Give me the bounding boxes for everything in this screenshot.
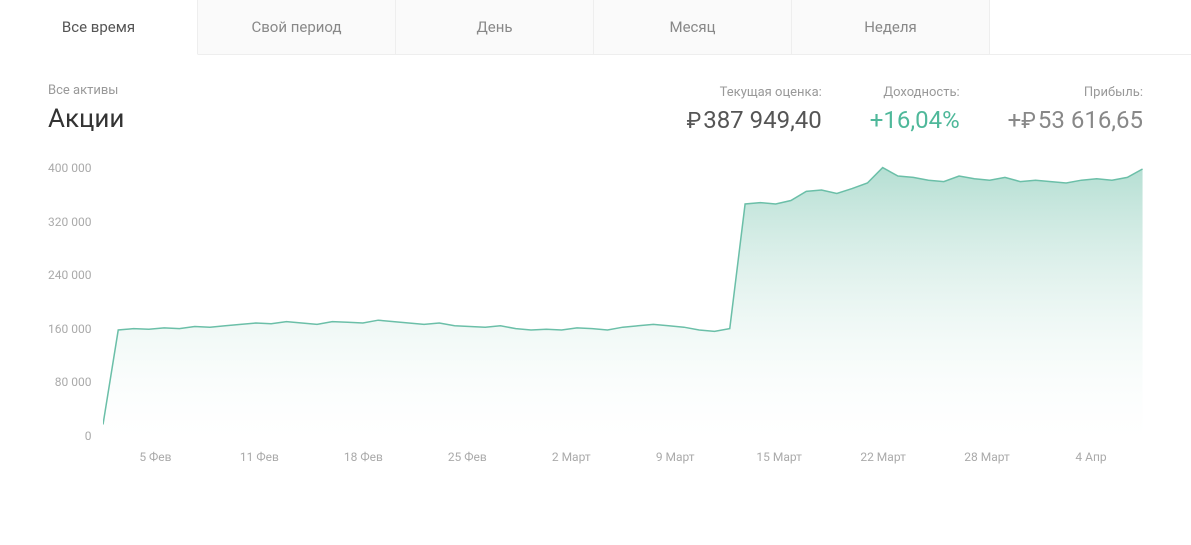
metric-profit-value: +₽53 616,65 [1008, 106, 1143, 134]
y-tick: 400 000 [48, 162, 91, 174]
metric-valuation-value: ₽387 949,40 [687, 106, 822, 134]
y-tick: 320 000 [48, 216, 91, 228]
x-tick: 22 Март [831, 450, 935, 464]
x-tick: 2 Март [519, 450, 623, 464]
x-tick: 15 Март [727, 450, 831, 464]
x-tick: 25 Фев [415, 450, 519, 464]
metric-yield: Доходность: +16,04% [870, 85, 960, 134]
asset-title: Акции [48, 104, 639, 134]
chart-plot[interactable]: 5 Фев11 Фев18 Фев25 Фев2 Март9 Март15 Ма… [103, 162, 1143, 442]
metric-profit-label: Прибыль: [1008, 85, 1143, 100]
ruble-icon: ₽ [687, 109, 702, 134]
chart-area: 400 000 320 000 240 000 160 000 80 000 0 5 Фе… [48, 162, 1143, 472]
content-area: Все активы Акции Текущая оценка: ₽387 94… [0, 55, 1191, 482]
header-row: Все активы Акции Текущая оценка: ₽387 94… [48, 83, 1143, 134]
tab-period-4[interactable]: Неделя [792, 0, 990, 54]
metric-profit: Прибыль: +₽53 616,65 [1008, 85, 1143, 134]
area-chart-svg [103, 162, 1143, 442]
x-tick: 4 Апр [1039, 450, 1143, 464]
metric-valuation-label: Текущая оценка: [687, 85, 822, 100]
breadcrumb[interactable]: Все активы [48, 83, 639, 98]
x-tick: 18 Фев [311, 450, 415, 464]
x-tick: 28 Март [935, 450, 1039, 464]
y-tick: 160 000 [48, 323, 91, 335]
y-tick: 0 [48, 430, 91, 442]
period-tabs: Все времяСвой периодДеньМесяцНеделя [0, 0, 1191, 55]
y-axis: 400 000 320 000 240 000 160 000 80 000 0 [48, 162, 103, 442]
ruble-icon: ₽ [1021, 109, 1036, 134]
metric-valuation: Текущая оценка: ₽387 949,40 [687, 85, 822, 134]
asset-block: Все активы Акции [48, 83, 639, 134]
profit-number: 53 616,65 [1038, 106, 1143, 134]
valuation-number: 387 949,40 [703, 106, 822, 134]
tab-period-1[interactable]: Свой период [198, 0, 396, 54]
x-axis: 5 Фев11 Фев18 Фев25 Фев2 Март9 Март15 Ма… [103, 450, 1143, 464]
profit-prefix: + [1008, 106, 1022, 134]
metric-yield-label: Доходность: [870, 85, 960, 100]
y-tick: 240 000 [48, 269, 91, 281]
y-tick: 80 000 [48, 376, 91, 388]
x-tick: 5 Фев [103, 450, 207, 464]
x-tick: 11 Фев [207, 450, 311, 464]
tab-period-0[interactable]: Все время [0, 0, 198, 55]
tab-period-3[interactable]: Месяц [594, 0, 792, 54]
x-tick: 9 Март [623, 450, 727, 464]
tab-period-2[interactable]: День [396, 0, 594, 54]
metric-yield-value: +16,04% [870, 106, 960, 134]
